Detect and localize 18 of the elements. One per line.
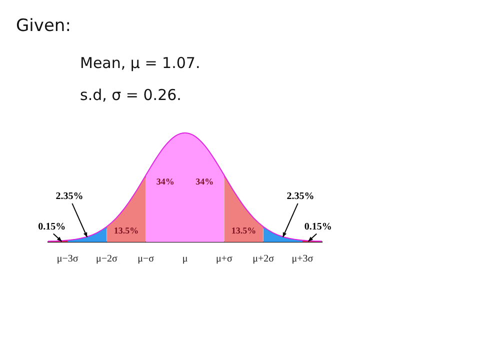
- x-tick-label: μ+σ: [216, 254, 233, 265]
- annotation: 2.35%: [286, 190, 314, 202]
- x-tick-label: μ−2σ: [96, 254, 118, 265]
- chart-title: Given:: [16, 16, 71, 36]
- x-tick-label: μ−σ: [138, 254, 155, 265]
- text: Mean, μ = 1.07.: [80, 54, 200, 72]
- annotation: 13.5%: [114, 225, 139, 236]
- x-tick-label: μ+2σ: [252, 254, 275, 265]
- annotation: 0.15%: [304, 221, 332, 232]
- x-tick-label: μ+3σ: [292, 254, 314, 265]
- x-tick-label: μ: [182, 254, 188, 265]
- annotation: 2.35%: [56, 190, 84, 202]
- annotation: 34%: [156, 176, 174, 187]
- annotation: 34%: [196, 176, 214, 187]
- annotation: 0.15%: [38, 221, 66, 232]
- annotation: 13.5%: [231, 225, 256, 236]
- x-tick-label: μ−3σ: [56, 254, 79, 265]
- text: s.d, σ = 0.26.: [80, 86, 182, 104]
